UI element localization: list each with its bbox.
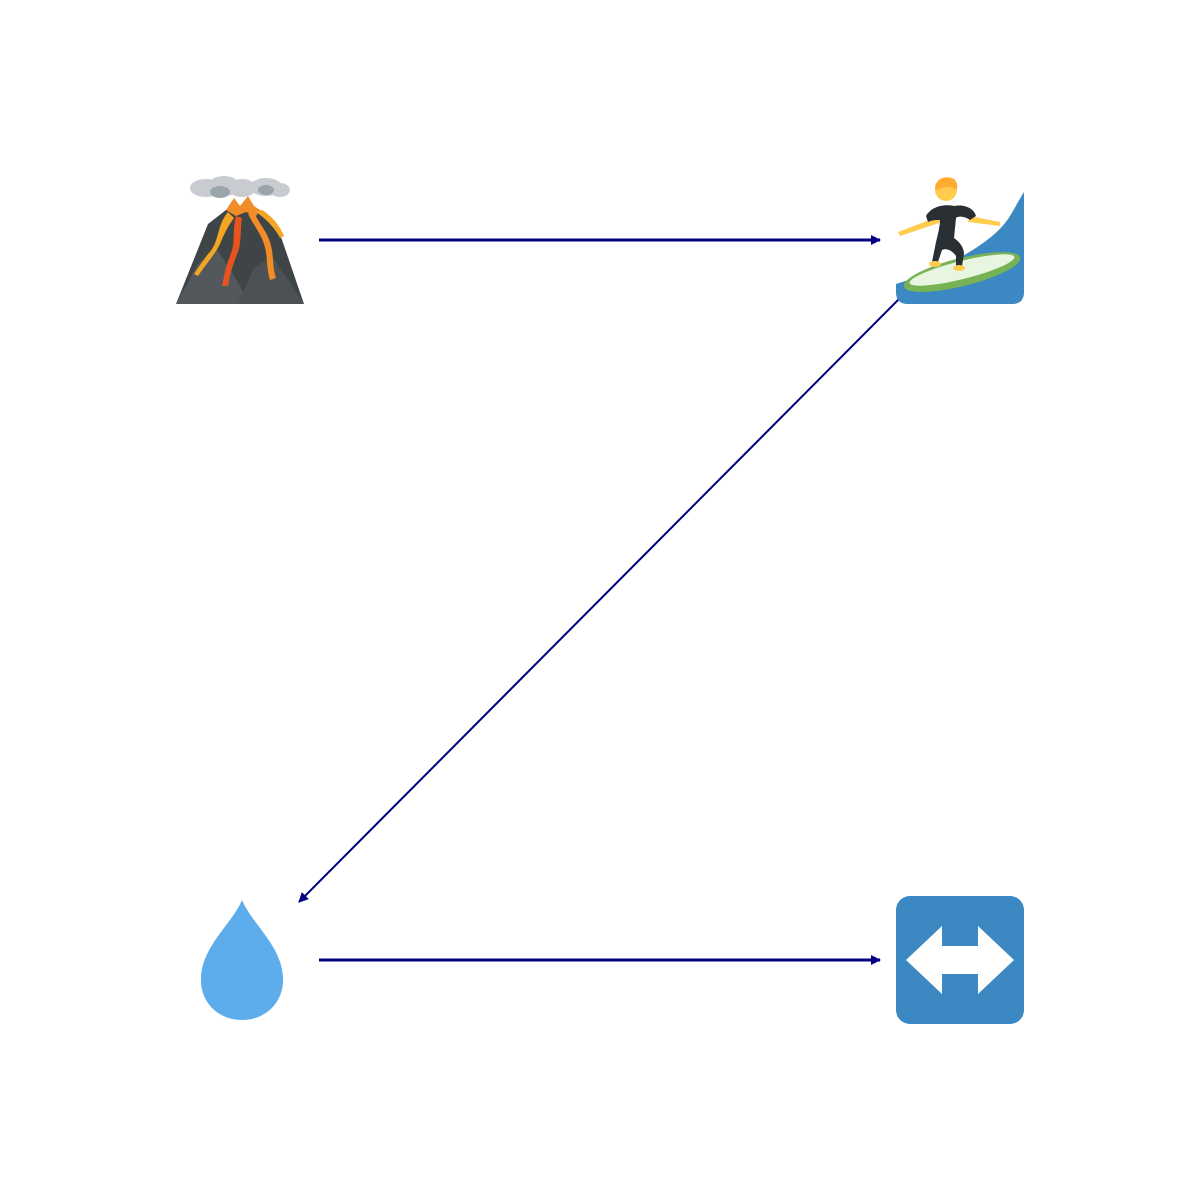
volcano-node: [176, 176, 304, 304]
droplet-node: [176, 896, 304, 1024]
left-right-arrow-icon: [896, 896, 1024, 1024]
edge-surfer-to-droplet: [298, 297, 901, 903]
surfer-node: [896, 176, 1024, 304]
left-right-arrow-node: [896, 896, 1024, 1024]
surfer-icon: [896, 177, 1024, 304]
droplet-icon: [200, 900, 284, 1020]
volcano-icon: [176, 176, 304, 304]
